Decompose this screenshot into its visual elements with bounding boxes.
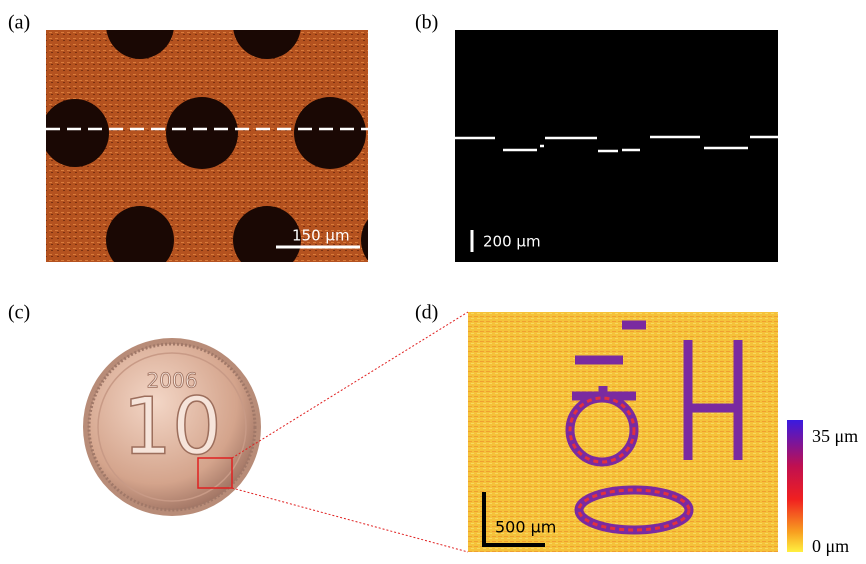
zoom-line <box>232 488 468 552</box>
colorbar-max-label: 35 μm <box>812 426 858 446</box>
height-map-d <box>468 312 778 552</box>
colorbar-min-label: 0 μm <box>812 536 849 556</box>
scale-bar-label: 150 μm <box>292 227 350 245</box>
coin: 2006 10 <box>83 338 261 516</box>
panel-label: (c) <box>8 302 30 324</box>
micrograph-a <box>41 0 429 274</box>
colorbar <box>787 420 803 552</box>
panel-label: (d) <box>415 302 438 324</box>
zoom-line <box>232 312 468 458</box>
profile-image-b <box>455 30 778 262</box>
scale-bar-label: 200 μm <box>483 233 541 251</box>
coin-value: 10 <box>122 382 221 472</box>
panel-label: (a) <box>8 12 30 34</box>
figure: (a) 150 μm (b) 200 μm (c) 2006 10 (d) <box>0 0 866 559</box>
scale-bar-label: 500 μm <box>495 518 556 537</box>
panel-label: (b) <box>415 12 438 34</box>
